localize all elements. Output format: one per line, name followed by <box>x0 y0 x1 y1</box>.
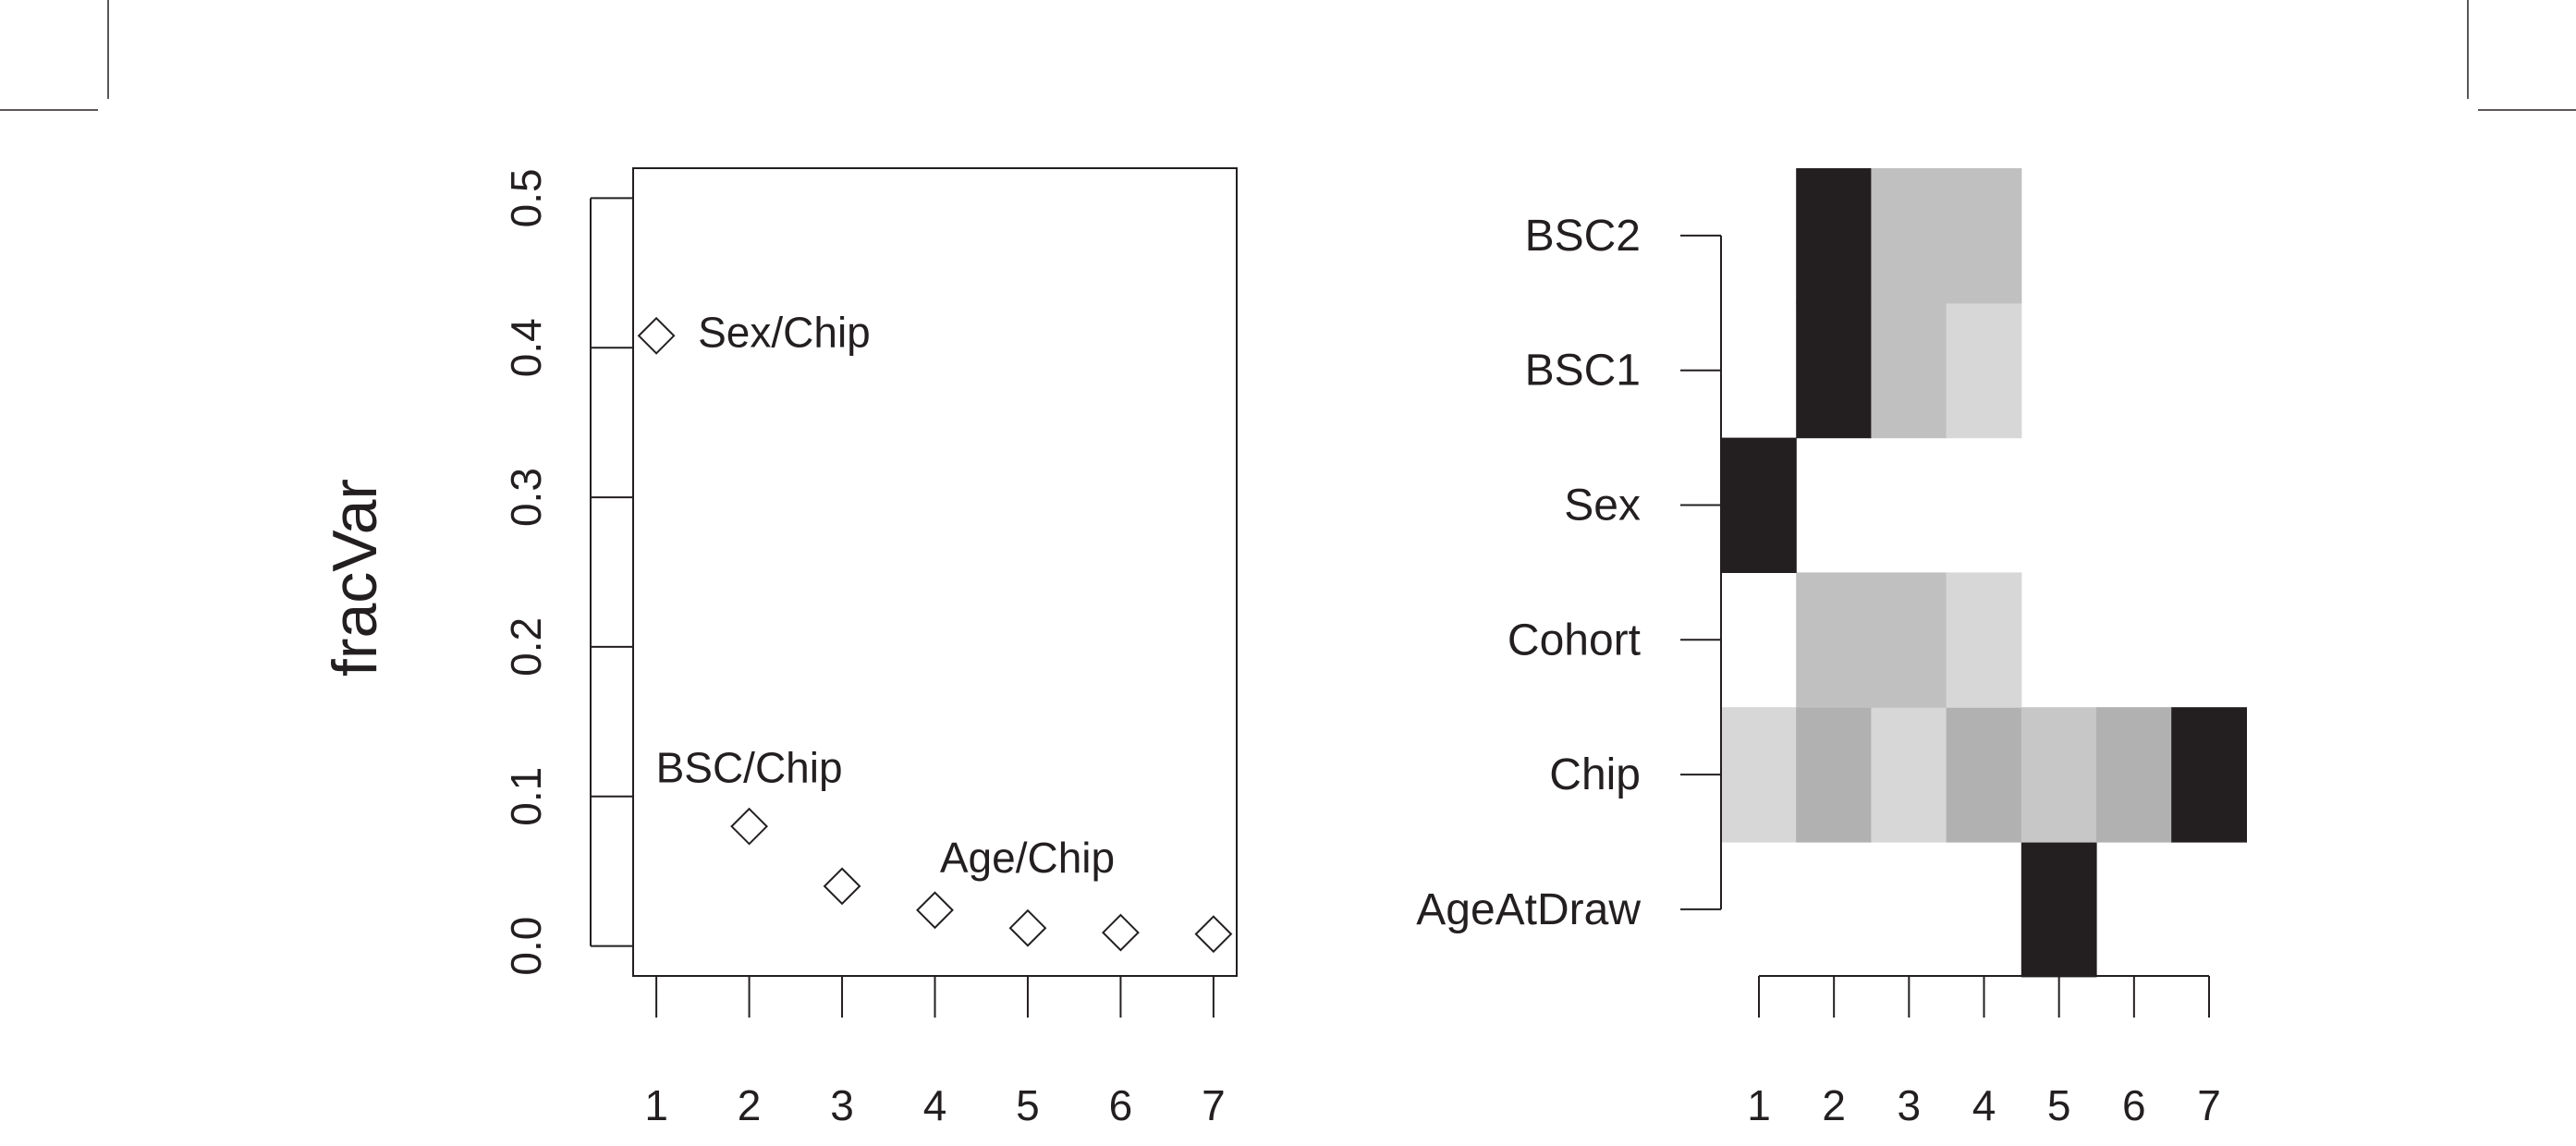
heatmap-x-tick-label: 7 <box>2197 1081 2221 1129</box>
data-point <box>823 867 861 906</box>
heatmap-x-tick-label: 2 <box>1822 1081 1846 1129</box>
heatmap-cell <box>1796 572 1872 708</box>
heatmap-cell <box>2021 707 2097 843</box>
heatmap-cell <box>1796 302 1872 439</box>
y-tick-label: 0.0 <box>502 917 550 976</box>
x-tick-label: 5 <box>1016 1081 1040 1129</box>
heatmap-cell <box>2021 842 2097 978</box>
data-point <box>916 891 954 930</box>
y-tick-label: 0.3 <box>502 468 550 527</box>
annotation-label: Age/Chip <box>940 834 1115 882</box>
y-tick-label: 0.1 <box>502 767 550 826</box>
heatmap-x-tick-label: 4 <box>1972 1081 1996 1129</box>
heatmap-x-tick-label: 6 <box>2122 1081 2146 1129</box>
data-points <box>637 316 1233 954</box>
heatmap-y-tick-label: BSC2 <box>1525 212 1641 261</box>
heatmap-cell <box>1946 572 2022 708</box>
heatmap-x-axis: 1 2 3 4 5 6 7 <box>1747 975 2221 1129</box>
heatmap-cell <box>1796 168 1872 304</box>
heatmap-y-tick-label: BSC1 <box>1525 347 1641 396</box>
heatmap-cell <box>1871 572 1947 708</box>
heatmap-cell <box>1946 302 2022 439</box>
heatmap-y-axis: AgeAtDraw Chip Cohort Sex BSC1 BSC2 <box>1416 212 1722 934</box>
scatter-panel: 0.0 0.1 0.2 0.3 0.4 0.5 1 2 3 4 5 6 7 Sex/Chip BSC/C… <box>320 167 1238 1129</box>
annotation-label: BSC/Chip <box>656 743 843 791</box>
x-tick-label: 1 <box>644 1081 668 1129</box>
heatmap-cell <box>1946 168 2022 304</box>
heatmap-panel: AgeAtDraw Chip Cohort Sex BSC1 BSC2 1 2 3 4 5 6 7 <box>1416 168 2247 1129</box>
heatmap-cell <box>1721 437 1797 573</box>
heatmap-cell <box>1871 302 1947 439</box>
data-point <box>730 807 768 846</box>
heatmap-cell <box>2096 707 2172 843</box>
x-tick-label: 6 <box>1109 1081 1133 1129</box>
heatmap-x-tick-label: 3 <box>1898 1081 1922 1129</box>
y-axis: 0.0 0.1 0.2 0.3 0.4 0.5 <box>502 168 633 976</box>
heatmap-cell <box>1721 707 1797 843</box>
x-tick-label: 2 <box>738 1081 762 1129</box>
x-tick-label: 4 <box>923 1081 947 1129</box>
heatmap-cell <box>1871 168 1947 304</box>
x-tick-label: 7 <box>1202 1081 1226 1129</box>
data-point <box>637 316 676 355</box>
heatmap-y-tick-label: Sex <box>1564 482 1641 530</box>
heatmap-y-tick-label: Chip <box>1549 750 1641 799</box>
heatmap-cell <box>1946 707 2022 843</box>
data-point <box>1102 913 1140 952</box>
annotation-label: Sex/Chip <box>698 308 871 356</box>
x-tick-label: 3 <box>830 1081 854 1129</box>
heatmap-y-tick-label: Cohort <box>1508 616 1641 664</box>
heatmap-cells <box>1721 168 2247 978</box>
heatmap-cell <box>2171 707 2247 843</box>
heatmap-cell <box>1796 707 1872 843</box>
plot-frame <box>632 167 1238 977</box>
y-axis-label: fracVar <box>320 479 390 677</box>
data-point <box>1008 908 1047 947</box>
y-tick-label: 0.2 <box>502 617 550 677</box>
heatmap-x-tick-label: 5 <box>2047 1081 2071 1129</box>
annotations: Sex/Chip BSC/Chip Age/Chip <box>656 308 1116 882</box>
heatmap-y-tick-label: AgeAtDraw <box>1416 885 1641 934</box>
x-axis: 1 2 3 4 5 6 7 <box>644 975 1226 1129</box>
y-tick-label: 0.5 <box>502 168 550 227</box>
crop-marks <box>0 0 2576 111</box>
heatmap-x-tick-label: 1 <box>1747 1081 1771 1129</box>
data-point <box>1194 915 1233 954</box>
heatmap-cell <box>1871 707 1947 843</box>
y-tick-label: 0.4 <box>502 318 550 377</box>
